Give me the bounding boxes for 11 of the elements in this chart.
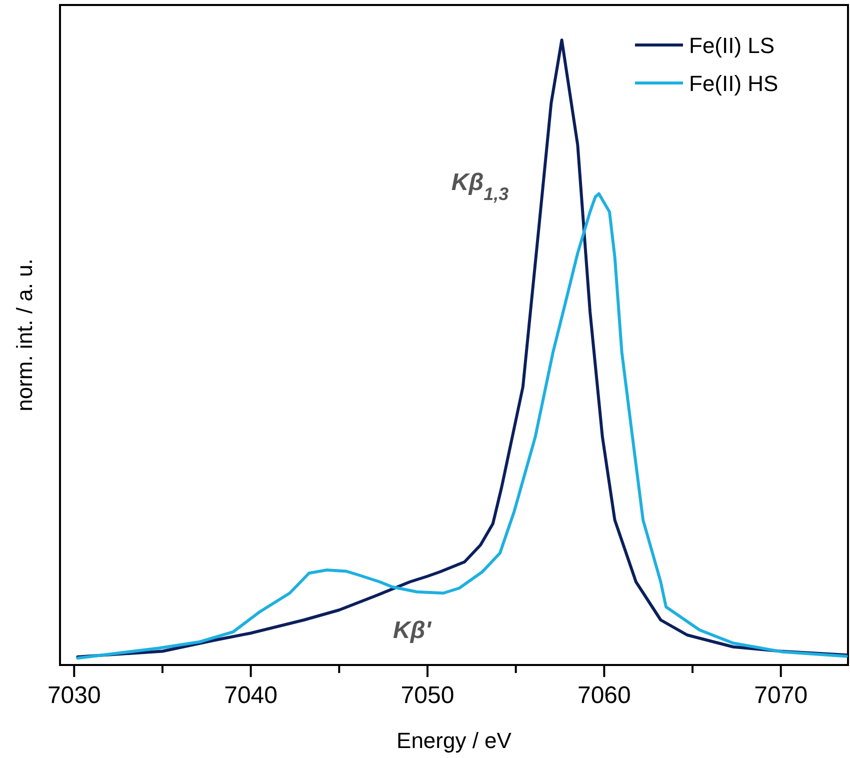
x-tick-label: 7040 [224, 682, 278, 709]
x-tick-label: 7070 [754, 682, 808, 709]
y-axis-title: norm. int. / a. u. [12, 258, 37, 412]
x-tick-label: 7050 [400, 682, 454, 709]
x-tick-label: 7060 [577, 682, 631, 709]
x-axis-title: Energy / eV [396, 728, 512, 753]
x-tick-label: 7030 [47, 682, 101, 709]
annotation: Kβ$_{1,3}$ [451, 169, 509, 204]
legend-label: Fe(II) HS [689, 71, 778, 96]
legend-label: Fe(II) LS [689, 33, 775, 58]
annotation: Kβ' [393, 617, 432, 644]
